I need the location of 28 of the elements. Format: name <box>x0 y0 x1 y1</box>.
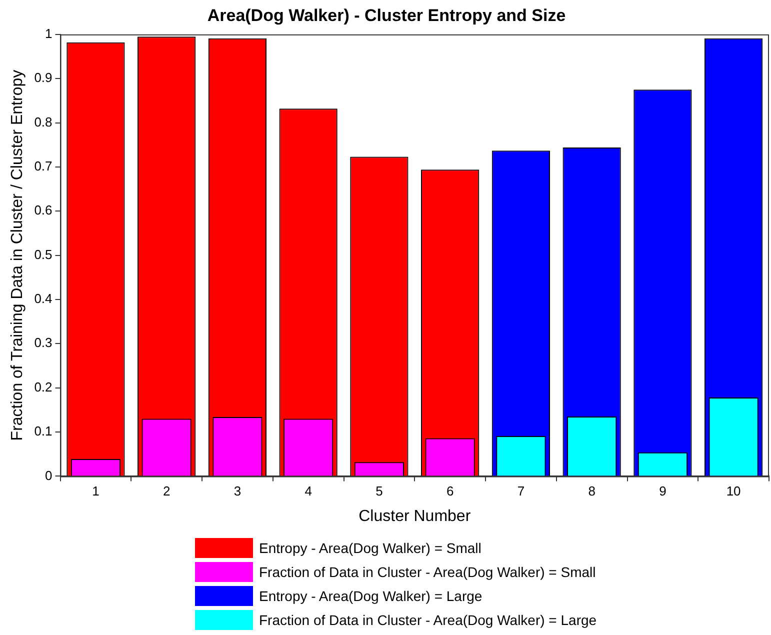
y-tick-label: 1 <box>45 26 52 41</box>
y-axis-title: Fraction of Training Data in Cluster / Cluster Entropy <box>9 70 26 441</box>
y-tick-label: 0.1 <box>34 424 52 439</box>
y-tick-label: 0.3 <box>34 335 52 350</box>
y-tick-label: 0 <box>45 468 52 483</box>
x-tick-label: 3 <box>234 484 242 499</box>
y-tick-label: 0.4 <box>34 291 52 306</box>
y-tick-label: 0.2 <box>34 379 52 394</box>
y-tick-label: 0.6 <box>34 202 52 218</box>
x-tick-label: 2 <box>162 484 170 499</box>
legend-label: Entropy - Area(Dog Walker) = Small <box>259 540 482 556</box>
legend-label: Fraction of Data in Cluster - Area(Dog Walker) = Large <box>259 612 597 628</box>
y-tick-label: 0.9 <box>34 70 52 86</box>
x-tick-label: 8 <box>588 484 596 499</box>
x-tick-label: 6 <box>446 484 454 499</box>
x-axis-title: Cluster Number <box>358 508 472 525</box>
x-tick-label: 10 <box>726 484 741 499</box>
x-tick-label: 9 <box>659 484 666 499</box>
x-tick-label: 5 <box>376 484 383 499</box>
y-tick-label: 0.7 <box>34 158 52 174</box>
x-tick-label: 7 <box>517 484 525 499</box>
legend-label: Fraction of Data in Cluster - Area(Dog Walker) = Small <box>259 564 596 580</box>
x-tick-label: 1 <box>92 484 100 499</box>
legend-label: Entropy - Area(Dog Walker) = Large <box>259 588 482 604</box>
x-tick-label: 4 <box>304 484 312 499</box>
y-tick-label: 0.8 <box>34 114 52 130</box>
chart-title: Area(Dog Walker) - Cluster Entropy and Size <box>207 6 566 25</box>
y-tick-label: 0.5 <box>34 246 52 262</box>
